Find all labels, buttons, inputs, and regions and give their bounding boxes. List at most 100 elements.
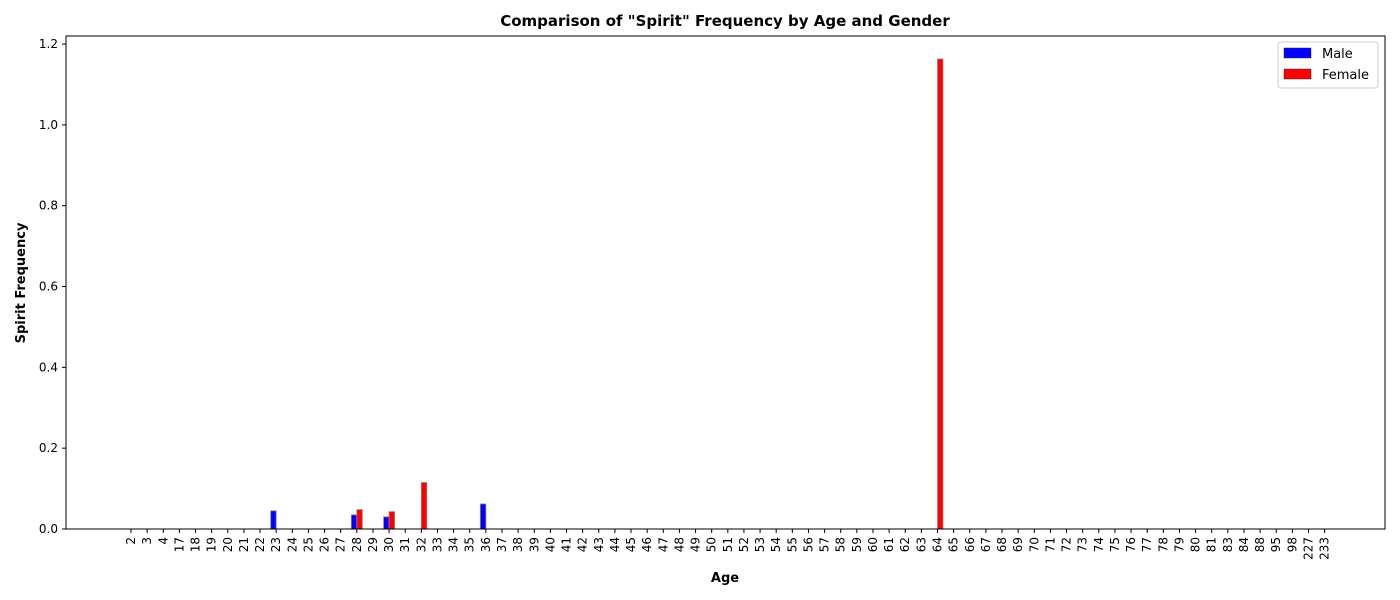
x-tick-label: 72 [1060,537,1074,552]
x-tick-label: 31 [398,537,412,552]
bar-female-age-32 [420,482,428,530]
x-tick-label: 60 [866,537,880,552]
x-tick-label: 67 [979,537,993,552]
x-tick-label: 4 [156,537,170,545]
x-tick-label: 3 [140,537,154,545]
bar-male-age-30 [383,516,390,530]
y-tick-label: 1.0 [39,118,58,132]
x-tick-label: 83 [1221,537,1235,552]
x-tick-label: 55 [785,537,799,552]
x-tick-label: 41 [560,537,574,552]
x-tick-label: 33 [430,537,444,552]
x-tick-label: 84 [1237,537,1251,552]
x-tick-label: 74 [1092,537,1106,552]
x-tick-label: 71 [1043,537,1057,552]
x-tick-label: 56 [801,537,815,552]
x-tick-label: 46 [640,537,654,552]
x-axis-label: Age [711,571,739,586]
x-tick-label: 45 [624,537,638,552]
x-tick-label: 79 [1172,537,1186,552]
x-tick-label: 233 [1318,537,1332,560]
x-tick-label: 21 [237,537,251,552]
x-tick-label: 54 [769,537,783,552]
y-axis-label: Spirit Frequency [14,222,29,343]
x-tick-label: 35 [463,537,477,552]
y-tick-label: 0.2 [39,441,58,455]
x-tick-label: 20 [221,537,235,552]
x-tick-label: 50 [705,537,719,552]
x-tick-label: 17 [172,537,186,552]
x-tick-label: 65 [947,537,961,552]
bar-female-age-28 [356,509,363,530]
x-tick-label: 29 [366,537,380,552]
plot-area-frame [65,35,1386,530]
x-tick-label: 38 [511,537,525,552]
legend-label-female: Female [1322,68,1369,83]
x-tick-label: 58 [834,537,848,552]
x-tick-label: 66 [963,537,977,552]
x-tick-label: 37 [495,537,509,552]
x-tick-label: 69 [1011,537,1025,552]
bar-male-age-36 [479,503,487,530]
x-tick-label: 63 [914,537,928,552]
x-tick-label: 81 [1205,537,1219,552]
x-tick-label: 51 [721,537,735,552]
x-tick-label: 48 [672,537,686,552]
x-tick-label: 24 [285,537,299,552]
bar-male-age-28 [350,514,358,530]
x-tick-label: 25 [301,537,315,552]
x-tick-label: 28 [350,537,364,552]
x-tick-label: 32 [414,537,428,552]
y-tick-label: 0.8 [39,199,58,213]
x-tick-label: 40 [543,537,557,552]
x-tick-label: 36 [479,537,493,552]
x-tick-label: 227 [1301,537,1315,560]
x-tick-label: 62 [898,537,912,552]
x-tick-label: 30 [382,537,396,552]
x-tick-label: 52 [737,537,751,552]
x-tick-label: 23 [269,537,283,552]
bar-male-age-23 [270,510,277,530]
y-tick-label: 0.4 [39,360,58,374]
x-tick-label: 98 [1285,537,1299,552]
bar-female-age-64 [937,58,944,530]
x-tick-label: 27 [334,537,348,552]
x-axis-ticks: 2 3 4 17 18 19 20 21 22 23 24 25 26 27 28 29 30 31 32 33 34 3… [124,529,1332,560]
x-tick-label: 34 [447,537,461,552]
x-tick-label: 42 [576,537,590,552]
x-tick-label: 47 [656,537,670,552]
x-tick-label: 77 [1140,537,1154,552]
x-tick-label: 95 [1269,537,1283,552]
x-tick-label: 64 [931,537,945,552]
y-tick-label: 0.6 [39,280,58,294]
y-tick-label: 0.0 [39,522,58,536]
chart-title: Comparison of "Spirit" Frequency by Age … [500,12,950,30]
x-tick-label: 70 [1027,537,1041,552]
x-tick-label: 26 [318,537,332,552]
x-tick-label: 49 [689,537,703,552]
x-tick-label: 88 [1253,537,1267,552]
x-tick-label: 61 [882,537,896,552]
x-tick-label: 19 [205,537,219,552]
x-tick-label: 57 [818,537,832,552]
x-tick-label: 75 [1108,537,1122,552]
x-tick-label: 80 [1189,537,1203,552]
x-tick-label: 18 [189,537,203,552]
x-tick-label: 73 [1076,537,1090,552]
x-tick-label: 2 [124,537,138,545]
y-tick-label: 1.2 [39,37,58,51]
x-tick-label: 43 [592,537,606,552]
y-axis-ticks: 0.0 0.2 0.4 0.6 0.8 1.0 1.2 [39,37,66,536]
x-tick-label: 44 [608,537,622,552]
x-tick-label: 76 [1124,537,1138,552]
bar-female-age-30 [388,511,395,530]
x-tick-label: 22 [253,537,267,552]
x-tick-label: 68 [995,537,1009,552]
bars-group [270,58,944,530]
legend: Male Female [1277,41,1379,89]
x-tick-label: 39 [527,537,541,552]
legend-swatch-female [1283,68,1312,80]
x-tick-label: 53 [753,537,767,552]
x-tick-label: 59 [850,537,864,552]
